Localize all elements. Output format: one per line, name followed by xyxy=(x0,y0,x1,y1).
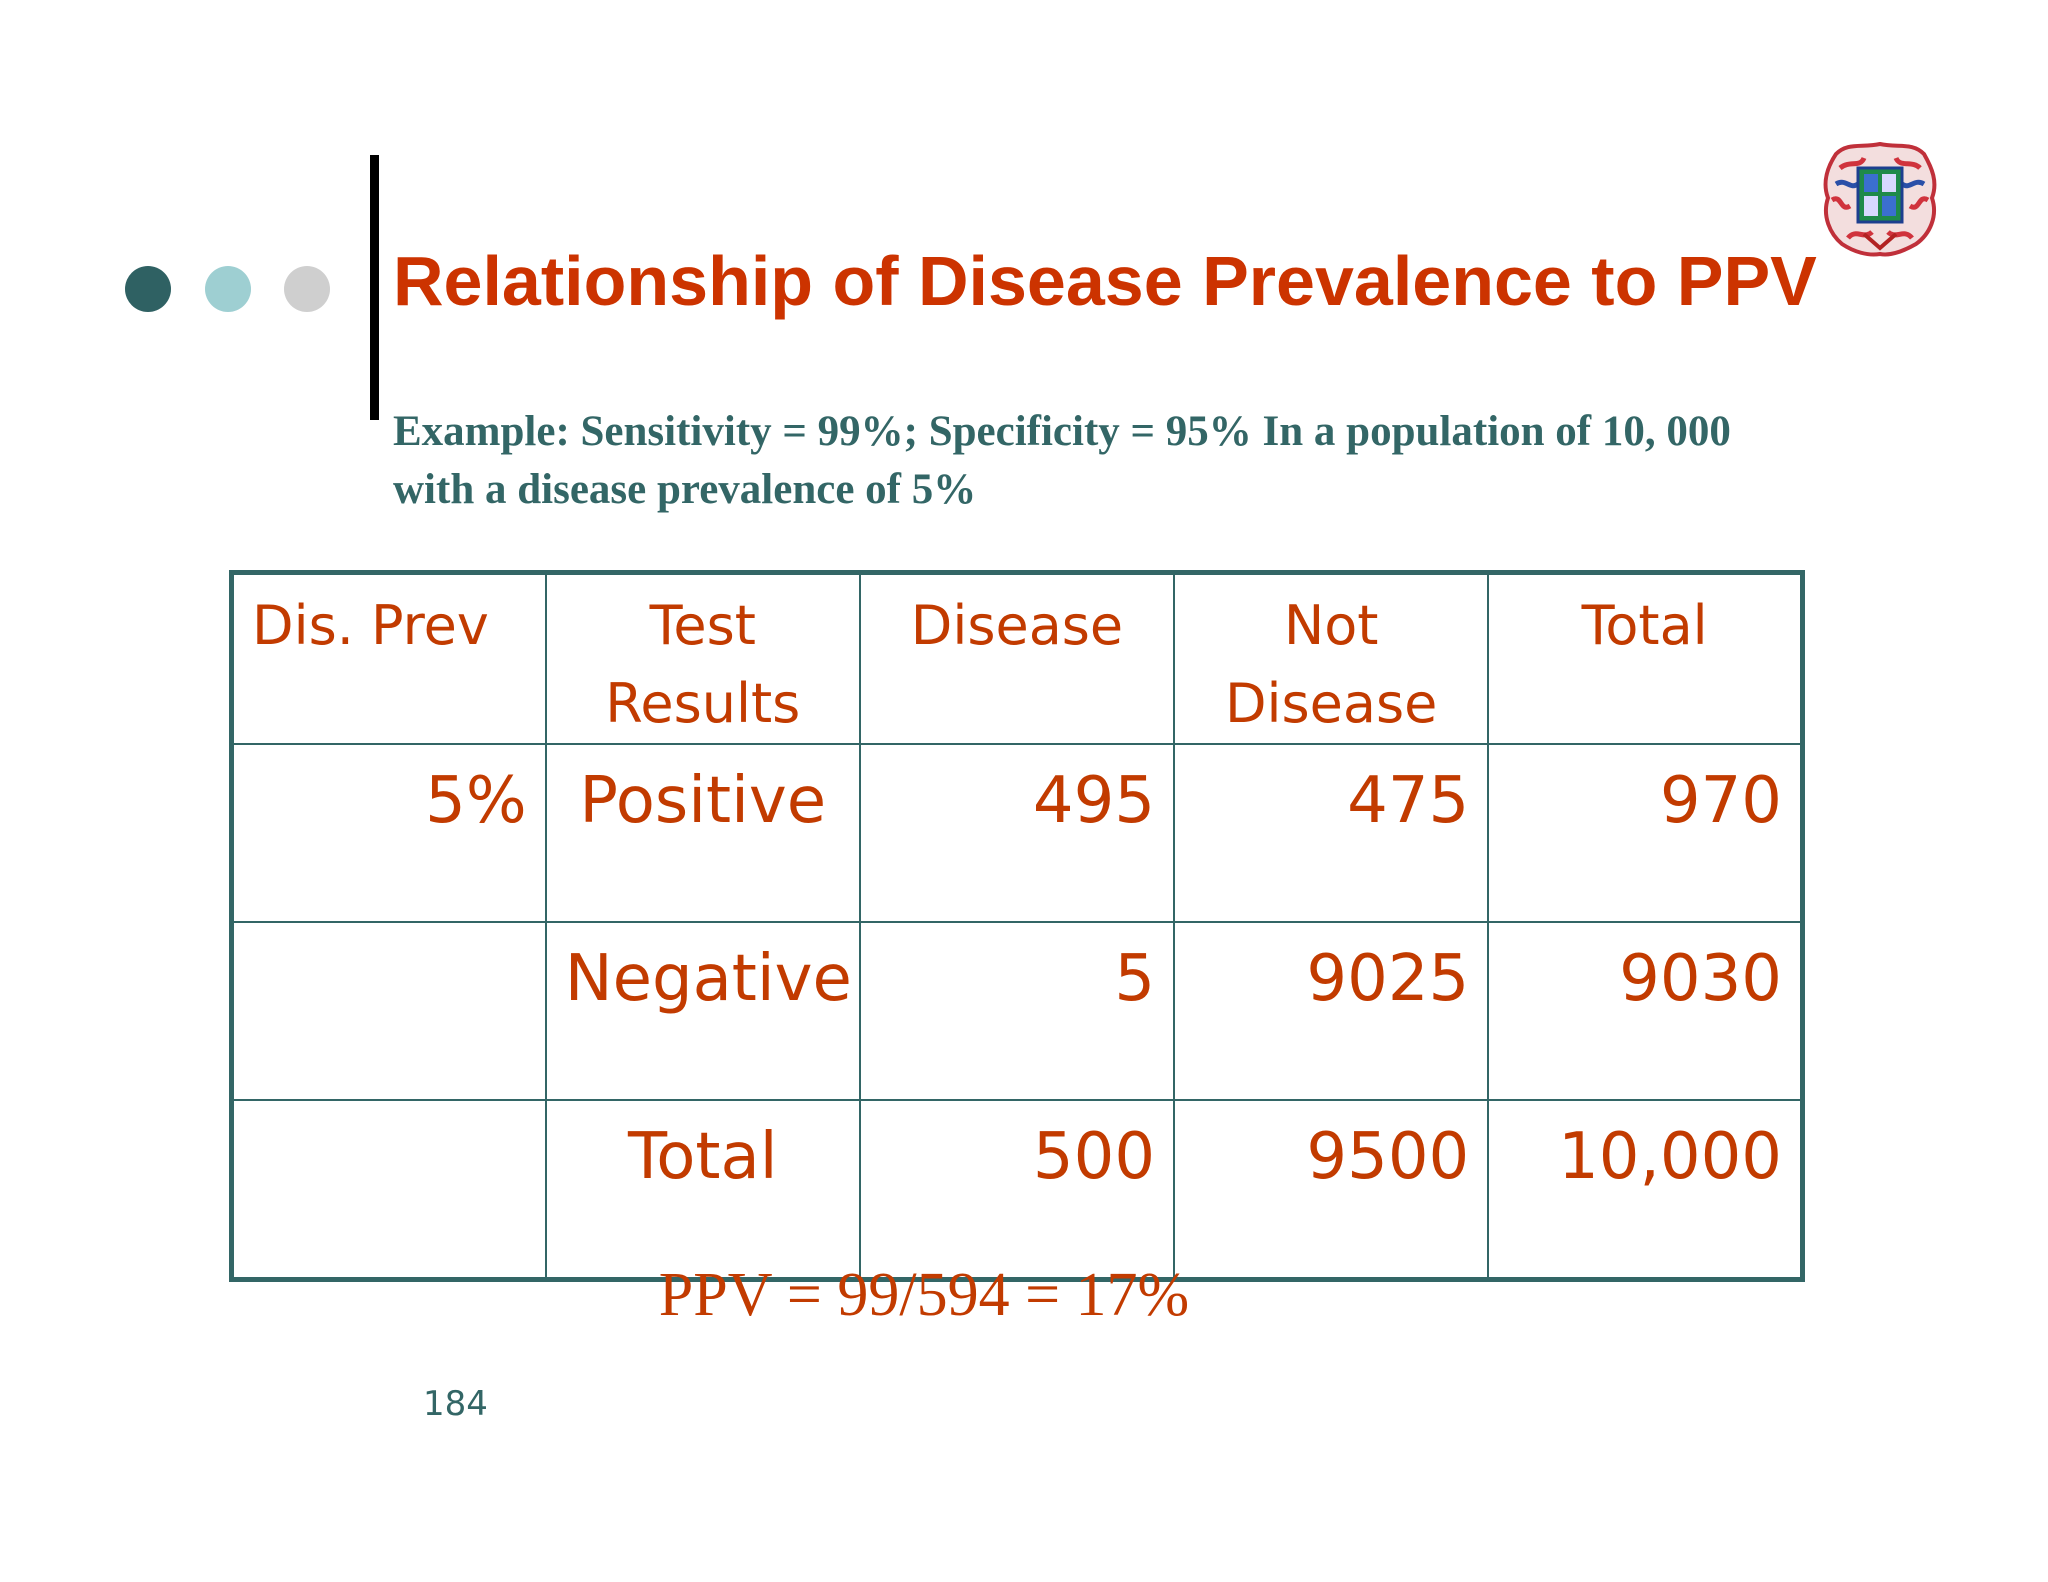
cell-disease: 495 xyxy=(858,743,1176,923)
cell-total: 10,000 xyxy=(1487,1099,1804,1281)
table-header-row: Dis. Prev Test Results Disease Not Disea… xyxy=(230,571,1804,745)
cell-disease: 5 xyxy=(858,921,1176,1101)
header-disease: Disease xyxy=(858,571,1176,745)
header-not-disease: Not Disease xyxy=(1173,571,1490,745)
cell-prevalence xyxy=(230,921,547,1101)
cell-total: 970 xyxy=(1487,743,1804,923)
slide-subtitle: Example: Sensitivity = 99%; Specificity … xyxy=(393,403,1893,519)
decorative-dot-light xyxy=(205,266,251,312)
cell-test-result: Negative xyxy=(544,921,861,1101)
title-divider-bar xyxy=(370,155,379,420)
subtitle-line-2: with a disease prevalence of 5% xyxy=(393,466,977,513)
decorative-dot-dark xyxy=(125,266,171,312)
cell-prevalence xyxy=(230,1099,547,1281)
subtitle-line-1: Example: Sensitivity = 99%; Specificity … xyxy=(393,408,1731,455)
prevalence-table: Dis. Prev Test Results Disease Not Disea… xyxy=(229,570,1805,1282)
table-row: 5% Positive 495 475 970 xyxy=(230,743,1804,923)
header-dis-prev: Dis. Prev xyxy=(230,571,547,745)
ppv-formula: PPV = 99/594 = 17% xyxy=(658,1261,1190,1329)
table-row: Negative 5 9025 9030 xyxy=(230,921,1804,1101)
university-seal-icon xyxy=(1823,141,1937,257)
cell-disease: 500 xyxy=(858,1099,1176,1281)
cell-not-disease: 475 xyxy=(1173,743,1490,923)
decorative-dot-gray xyxy=(284,266,330,312)
table-row: Total 500 9500 10,000 xyxy=(230,1099,1804,1281)
cell-not-disease: 9500 xyxy=(1173,1099,1490,1281)
cell-test-result: Total xyxy=(544,1099,861,1281)
header-test-results: Test Results xyxy=(544,571,861,745)
cell-total: 9030 xyxy=(1487,921,1804,1101)
cell-not-disease: 9025 xyxy=(1173,921,1490,1101)
cell-test-result: Positive xyxy=(544,743,861,923)
cell-prevalence: 5% xyxy=(230,743,547,923)
slide-title: Relationship of Disease Prevalence to PP… xyxy=(393,242,1817,320)
header-total: Total xyxy=(1487,571,1804,745)
page-number: 184 xyxy=(423,1384,488,1424)
